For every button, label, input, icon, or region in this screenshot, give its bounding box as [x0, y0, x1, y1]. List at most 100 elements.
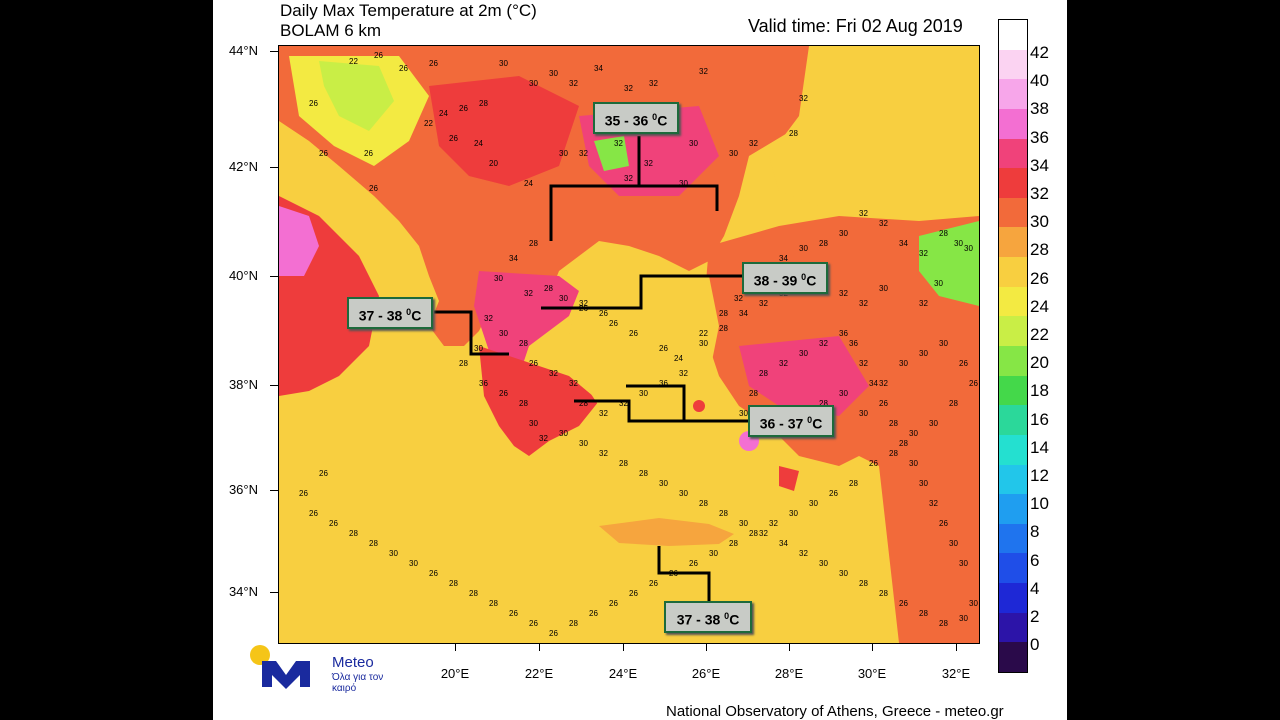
annotation-box-west: 37 - 38 0C: [347, 297, 433, 329]
temperature-value: 32: [569, 379, 578, 388]
lat-tick: [270, 385, 278, 386]
temperature-value: 32: [539, 434, 548, 443]
temperature-value: 32: [614, 139, 623, 148]
temperature-value: 30: [859, 409, 868, 418]
temperature-value: 20: [489, 159, 498, 168]
lon-tick: [956, 643, 957, 651]
temperature-value: 30: [529, 79, 538, 88]
temperature-value: 28: [849, 479, 858, 488]
temperature-value: 28: [919, 609, 928, 618]
temperature-value: 30: [819, 559, 828, 568]
temperature-value: 30: [949, 539, 958, 548]
annotation-box-north: 35 - 36 0C: [593, 102, 679, 134]
colorbar-label: 24: [1030, 296, 1049, 316]
temperature-value: 30: [739, 409, 748, 418]
lat-label: 40°N: [228, 268, 258, 283]
temperature-value: 34: [869, 379, 878, 388]
lat-label: 38°N: [228, 377, 258, 392]
lon-label: 22°E: [524, 666, 554, 681]
colorbar-label: 20: [1030, 353, 1049, 373]
temperature-value: 30: [909, 429, 918, 438]
temperature-value: 32: [599, 449, 608, 458]
colorbar-label: 36: [1030, 127, 1049, 147]
temperature-value: 26: [529, 619, 538, 628]
temperature-value: 22: [424, 119, 433, 128]
temperature-value: 30: [474, 344, 483, 353]
lon-label: 32°E: [941, 666, 971, 681]
lat-tick: [270, 276, 278, 277]
temperature-value: 32: [799, 94, 808, 103]
temperature-value: 26: [599, 309, 608, 318]
temperature-value: 28: [719, 509, 728, 518]
temperature-value: 32: [919, 299, 928, 308]
temperature-value: 32: [649, 79, 658, 88]
temperature-value: 32: [599, 409, 608, 418]
temperature-value: 30: [679, 489, 688, 498]
mountain-cool-area: [594, 136, 629, 171]
temperature-value: 32: [929, 499, 938, 508]
temperature-value: 26: [459, 104, 468, 113]
temperature-value: 26: [649, 579, 658, 588]
temperature-value: 34: [594, 64, 603, 73]
temperature-value: 26: [329, 519, 338, 528]
temperature-value: 30: [899, 359, 908, 368]
colorbar-segment: [999, 257, 1027, 288]
lon-tick: [455, 643, 456, 651]
temperature-value: 26: [319, 469, 328, 478]
colorbar-segment: [999, 286, 1027, 317]
temperature-value: 28: [749, 389, 758, 398]
temperature-value: 30: [389, 549, 398, 558]
colorbar-segment: [999, 168, 1027, 199]
temperature-value: 30: [659, 479, 668, 488]
temperature-value: 30: [799, 349, 808, 358]
temperature-value: 26: [509, 609, 518, 618]
model-name: BOLAM 6 km: [280, 21, 382, 40]
colorbar-label: 30: [1030, 212, 1049, 232]
temperature-value: 32: [679, 369, 688, 378]
colorbar-label: 16: [1030, 409, 1049, 429]
temperature-value: 28: [899, 439, 908, 448]
temperature-value: 32: [484, 314, 493, 323]
temperature-value: 28: [949, 399, 958, 408]
temperature-value: 28: [569, 619, 578, 628]
temperature-value: 32: [859, 299, 868, 308]
logo-name: Meteo: [332, 654, 374, 671]
colorbar-segment: [999, 108, 1027, 140]
lon-tick: [623, 643, 624, 651]
temperature-value: 28: [789, 129, 798, 138]
temperature-value: 26: [959, 359, 968, 368]
temperature-value: 24: [674, 354, 683, 363]
colorbar-label: 34: [1030, 155, 1049, 175]
temperature-value: 32: [779, 359, 788, 368]
temperature-value: 30: [494, 274, 503, 283]
annotation-box-crete: 37 - 38 0C: [664, 601, 752, 633]
temperature-value: 26: [609, 319, 618, 328]
temperature-value: 34: [509, 254, 518, 263]
temperature-value: 28: [749, 529, 758, 538]
annotation-box-aegean: 36 - 37 0C: [748, 405, 834, 437]
temperature-value: 24: [439, 109, 448, 118]
temperature-value: 30: [929, 419, 938, 428]
sun-icon: [250, 645, 270, 665]
temperature-value: 24: [524, 179, 533, 188]
lat-tick: [270, 490, 278, 491]
colorbar-segment: [999, 494, 1027, 525]
temperature-value: 28: [469, 589, 478, 598]
colorbar-label: 32: [1030, 184, 1049, 203]
lon-tick: [706, 643, 707, 651]
temperature-value: 28: [489, 599, 498, 608]
temperature-value: 30: [959, 614, 968, 623]
temperature-value: 28: [529, 239, 538, 248]
temperature-value: 30: [839, 569, 848, 578]
lon-tick: [539, 643, 540, 651]
temperature-value: 26: [309, 509, 318, 518]
temperature-value: 26: [899, 599, 908, 608]
temperature-value: 28: [729, 539, 738, 548]
temperature-value: 28: [719, 309, 728, 318]
temperature-value: 26: [969, 379, 978, 388]
temperature-value: 26: [629, 329, 638, 338]
temperature-value: 32: [839, 289, 848, 298]
temperature-value: 32: [579, 149, 588, 158]
colorbar-segment: [999, 434, 1027, 466]
temperature-value: 30: [809, 499, 818, 508]
